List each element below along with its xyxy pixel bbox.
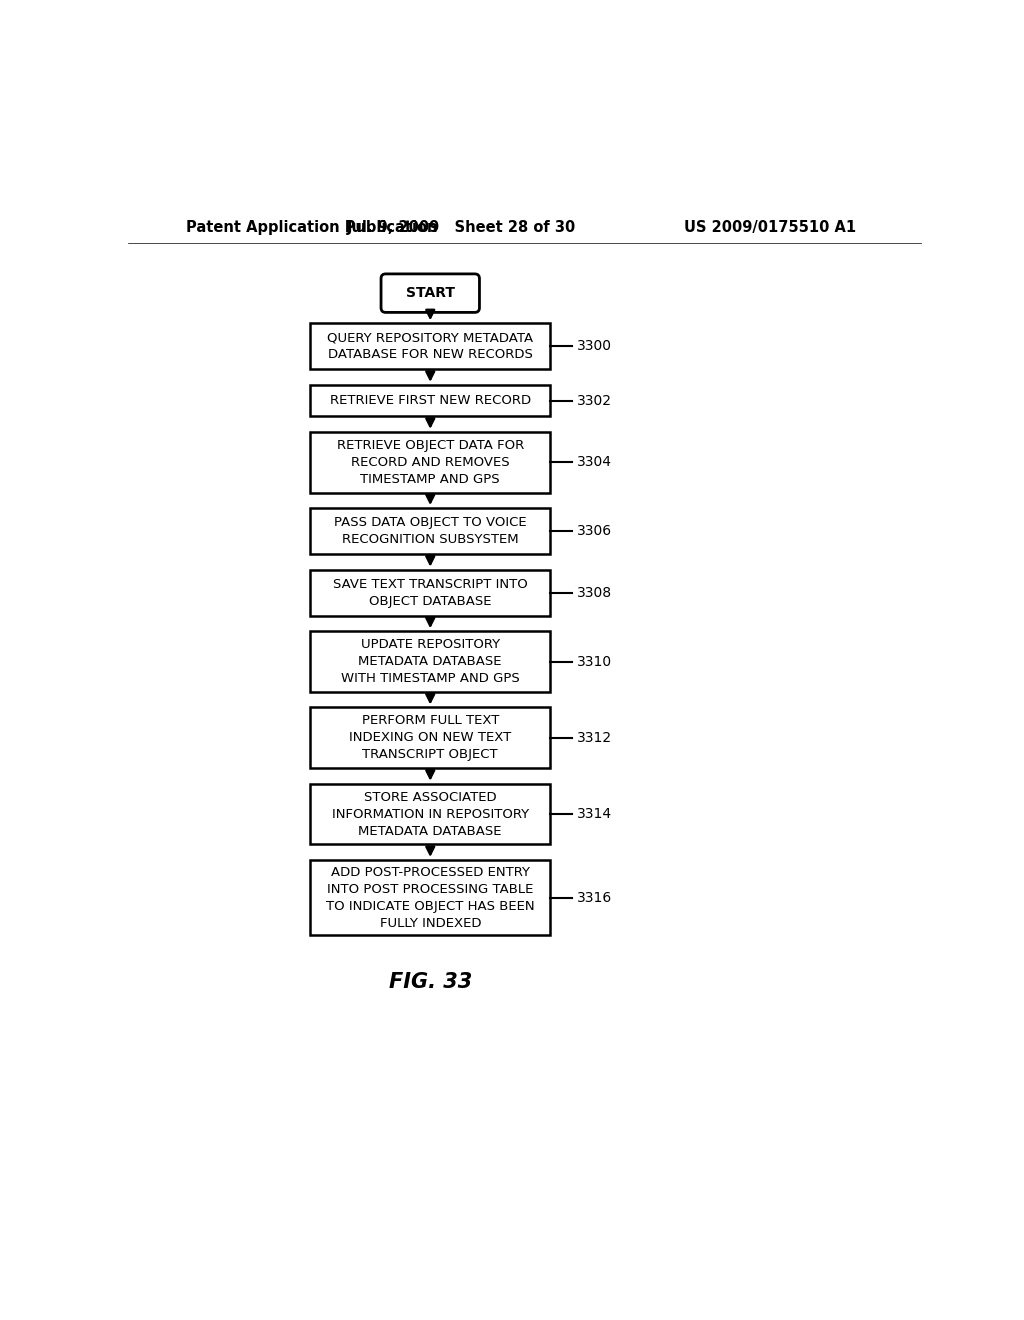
- FancyBboxPatch shape: [310, 859, 550, 936]
- Text: UPDATE REPOSITORY
METADATA DATABASE
WITH TIMESTAMP AND GPS: UPDATE REPOSITORY METADATA DATABASE WITH…: [341, 638, 519, 685]
- Text: PERFORM FULL TEXT
INDEXING ON NEW TEXT
TRANSCRIPT OBJECT: PERFORM FULL TEXT INDEXING ON NEW TEXT T…: [349, 714, 511, 762]
- Text: SAVE TEXT TRANSCRIPT INTO
OBJECT DATABASE: SAVE TEXT TRANSCRIPT INTO OBJECT DATABAS…: [333, 578, 527, 607]
- Text: Jul. 9, 2009   Sheet 28 of 30: Jul. 9, 2009 Sheet 28 of 30: [347, 220, 575, 235]
- FancyBboxPatch shape: [310, 508, 550, 554]
- Text: 3310: 3310: [577, 655, 612, 669]
- FancyBboxPatch shape: [310, 708, 550, 768]
- Text: 3306: 3306: [577, 524, 612, 539]
- FancyBboxPatch shape: [381, 275, 479, 313]
- Text: 3300: 3300: [577, 339, 611, 354]
- Text: 3302: 3302: [577, 393, 611, 408]
- Text: ADD POST-PROCESSED ENTRY
INTO POST PROCESSING TABLE
TO INDICATE OBJECT HAS BEEN
: ADD POST-PROCESSED ENTRY INTO POST PROCE…: [326, 866, 535, 929]
- Text: START: START: [406, 286, 455, 300]
- Text: 3316: 3316: [577, 891, 612, 904]
- FancyBboxPatch shape: [310, 570, 550, 615]
- FancyBboxPatch shape: [310, 631, 550, 692]
- Text: 3314: 3314: [577, 807, 612, 821]
- FancyBboxPatch shape: [310, 784, 550, 845]
- Text: PASS DATA OBJECT TO VOICE
RECOGNITION SUBSYSTEM: PASS DATA OBJECT TO VOICE RECOGNITION SU…: [334, 516, 526, 546]
- Text: RETRIEVE FIRST NEW RECORD: RETRIEVE FIRST NEW RECORD: [330, 395, 530, 407]
- Text: Patent Application Publication: Patent Application Publication: [186, 220, 437, 235]
- FancyBboxPatch shape: [310, 385, 550, 416]
- FancyBboxPatch shape: [310, 323, 550, 370]
- Text: 3308: 3308: [577, 586, 612, 599]
- Text: RETRIEVE OBJECT DATA FOR
RECORD AND REMOVES
TIMESTAMP AND GPS: RETRIEVE OBJECT DATA FOR RECORD AND REMO…: [337, 438, 524, 486]
- Text: FIG. 33: FIG. 33: [389, 972, 472, 991]
- FancyBboxPatch shape: [310, 432, 550, 492]
- Text: 3312: 3312: [577, 731, 612, 744]
- Text: US 2009/0175510 A1: US 2009/0175510 A1: [684, 220, 856, 235]
- Text: QUERY REPOSITORY METADATA
DATABASE FOR NEW RECORDS: QUERY REPOSITORY METADATA DATABASE FOR N…: [328, 331, 534, 362]
- Text: 3304: 3304: [577, 455, 611, 469]
- Text: STORE ASSOCIATED
INFORMATION IN REPOSITORY
METADATA DATABASE: STORE ASSOCIATED INFORMATION IN REPOSITO…: [332, 791, 528, 838]
